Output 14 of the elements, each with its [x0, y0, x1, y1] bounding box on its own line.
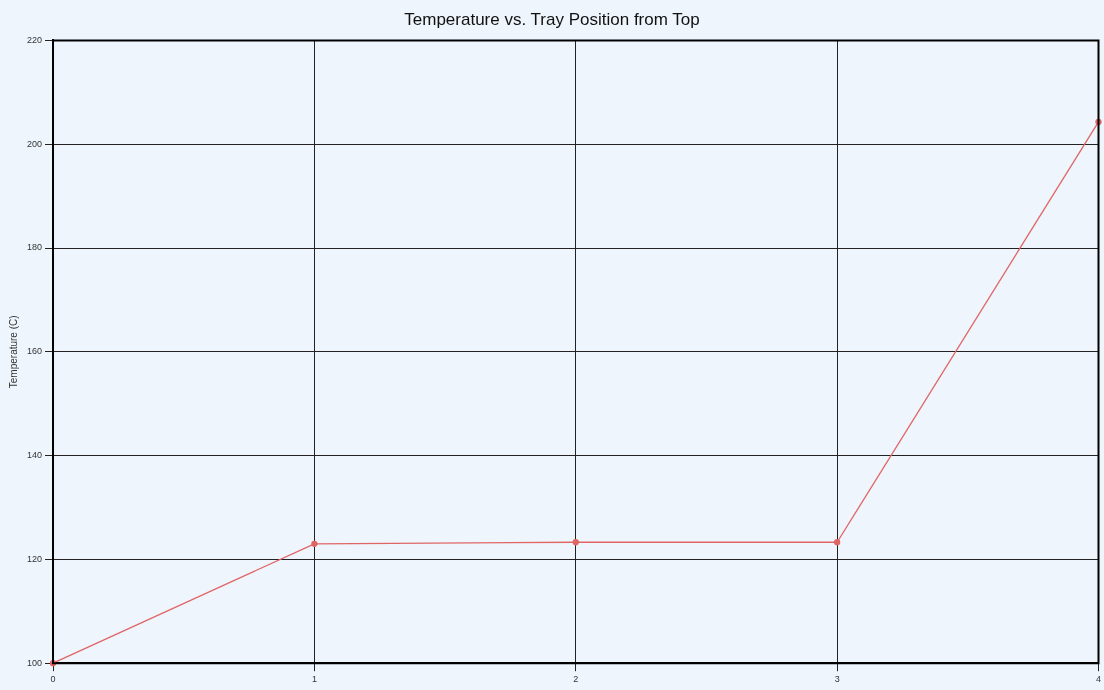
- y-tick-label: 140: [26, 450, 43, 461]
- y-tick-label: 180: [26, 242, 43, 253]
- x-tick-label: 4: [1095, 674, 1102, 685]
- y-tick-label: 160: [26, 346, 43, 357]
- x-tick-label: 1: [311, 674, 317, 685]
- y-axis-title: Temperature (C): [7, 315, 19, 389]
- y-tick-label: 120: [26, 553, 43, 564]
- x-tick-label: 2: [573, 674, 579, 685]
- y-tick-label: 200: [26, 138, 43, 149]
- y-tick-label: 220: [26, 34, 43, 45]
- x-tick-label: 0: [50, 674, 56, 685]
- x-tick-label: 3: [834, 674, 840, 685]
- chart-title: Temperature vs. Tray Position from Top: [404, 9, 700, 29]
- y-tick-label: 100: [26, 657, 43, 668]
